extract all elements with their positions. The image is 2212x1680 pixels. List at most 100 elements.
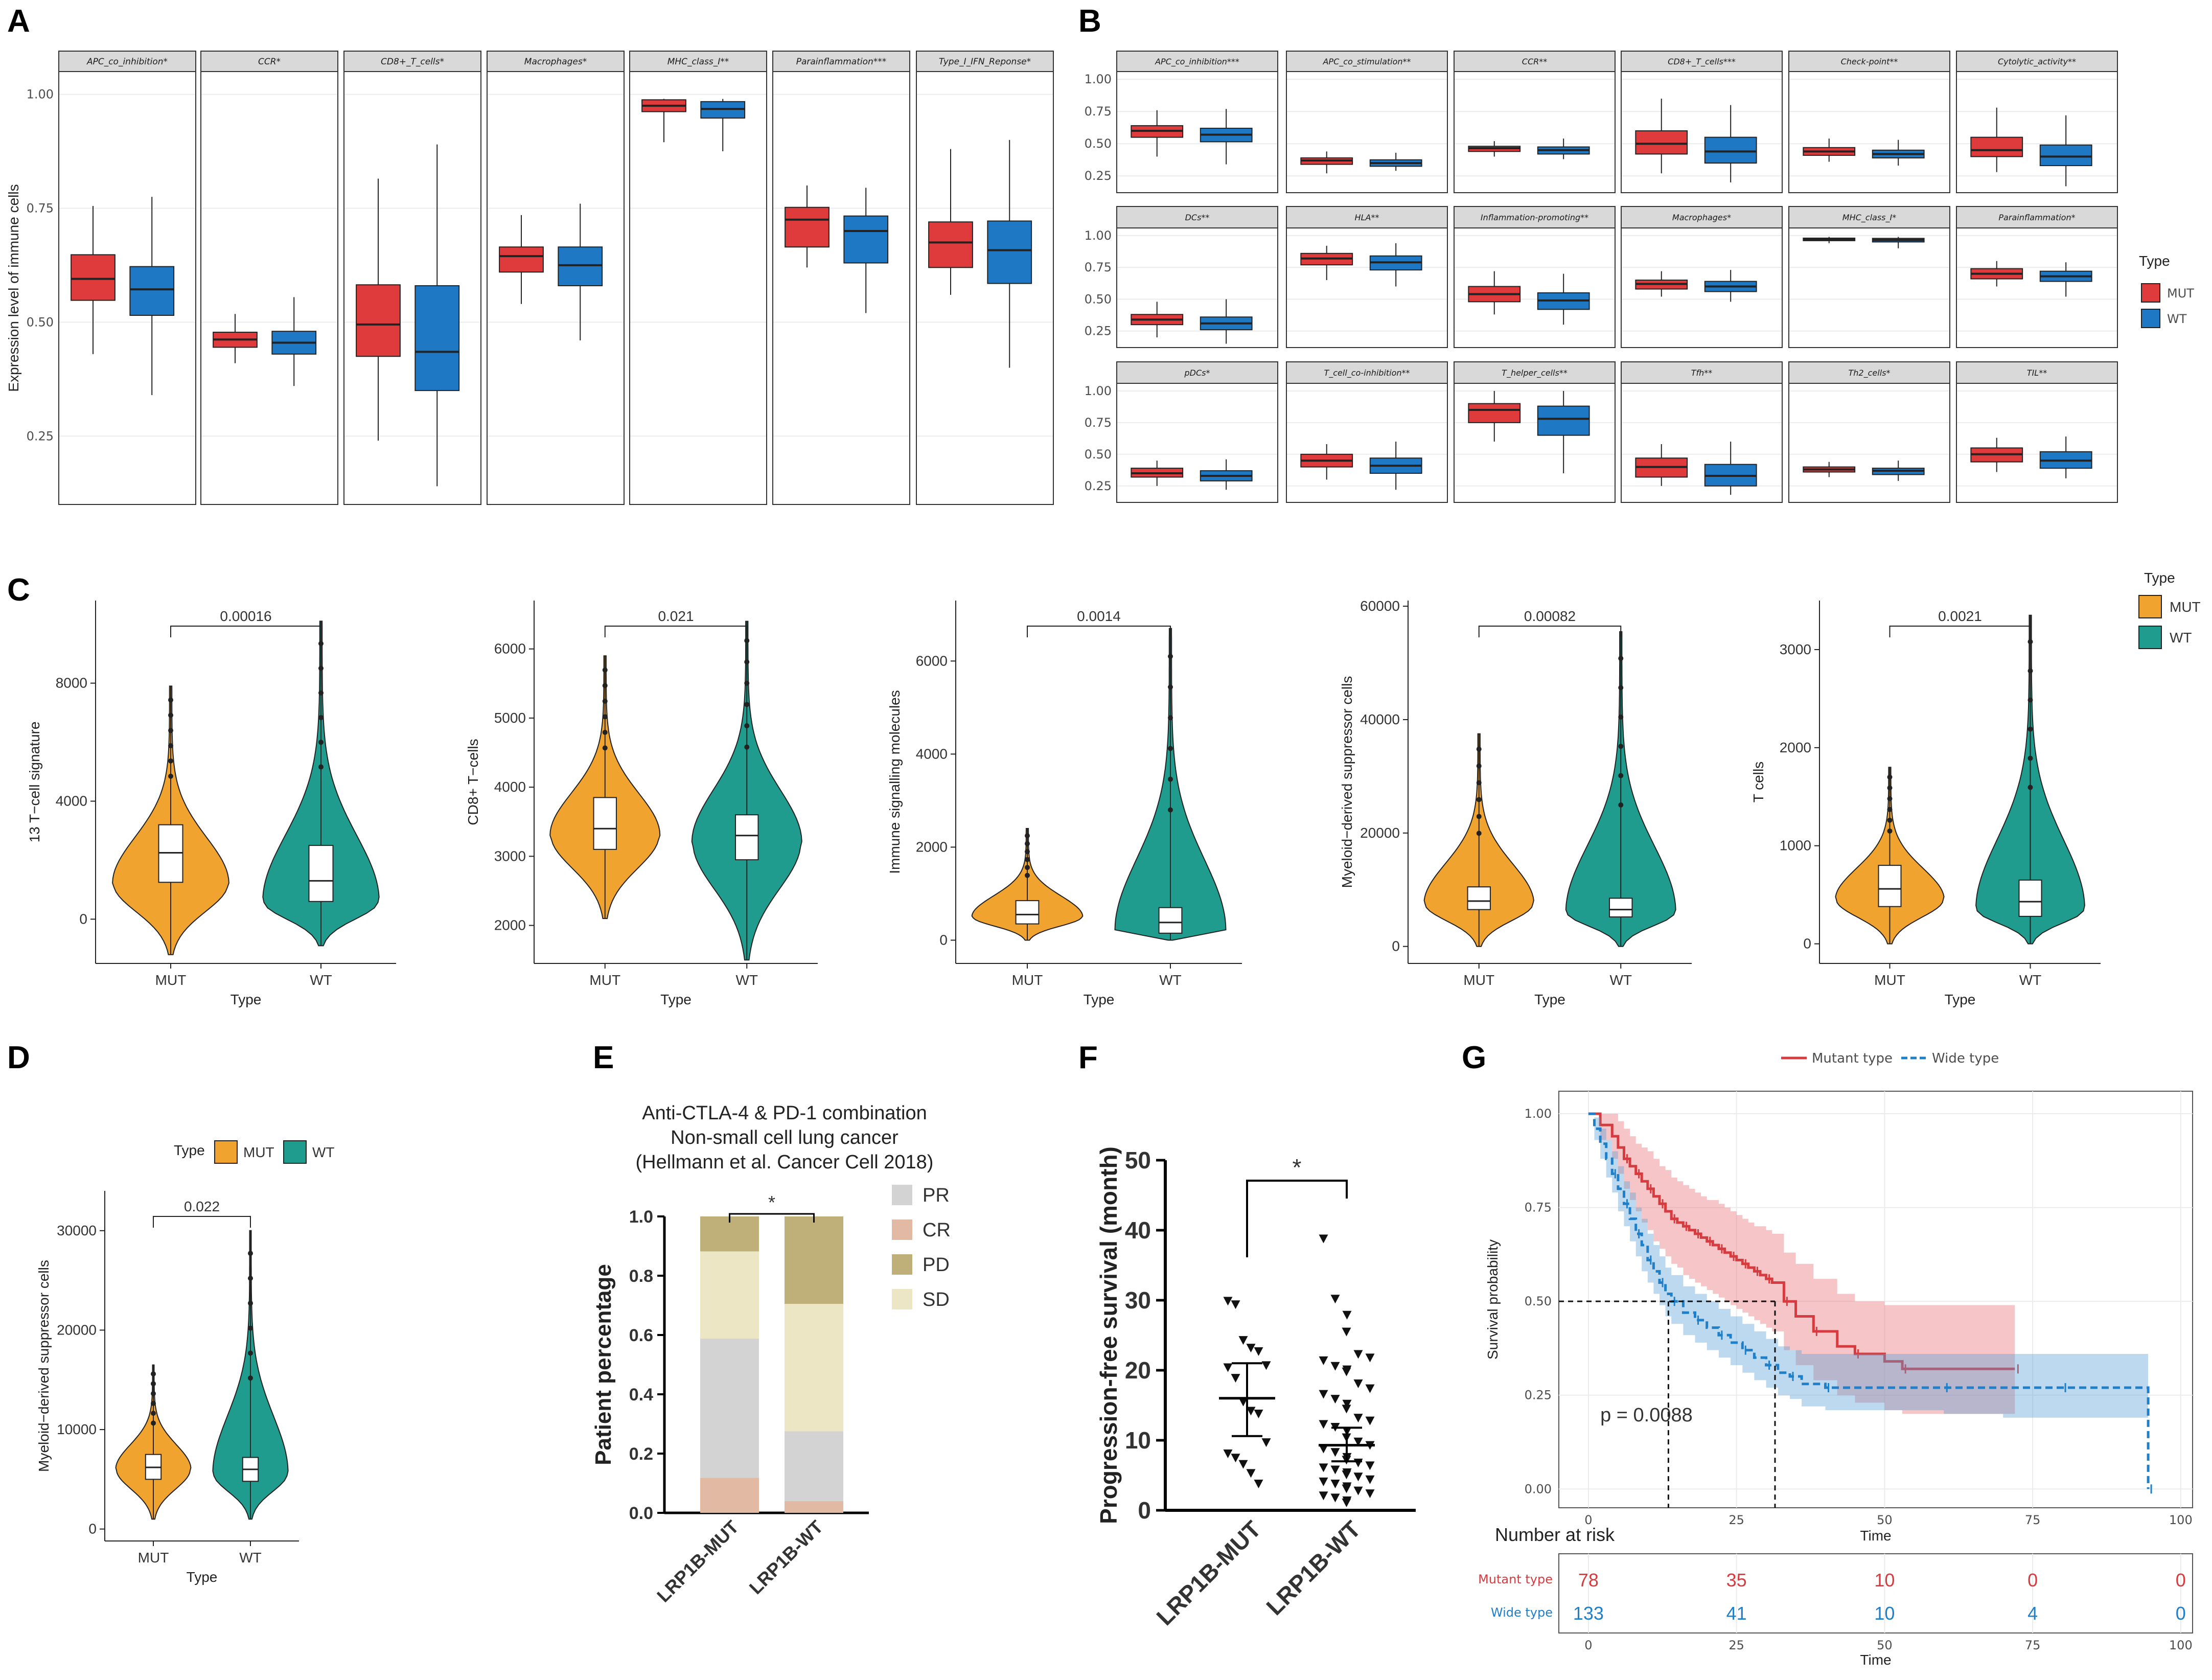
facet-label: APC_co_stimulation** — [1322, 57, 1411, 67]
wt-violin — [1565, 631, 1676, 947]
mut-box — [1803, 237, 1856, 243]
significance-bracket — [729, 1213, 815, 1223]
mut-box — [785, 185, 830, 268]
wt-violin — [212, 1230, 289, 1520]
outlier-point — [1618, 685, 1624, 691]
facet-strip — [343, 51, 481, 72]
y-tick-label: 0.50 — [1525, 1294, 1552, 1308]
violin-plot: 0 4000 8000 MUT WT 0.00016 Type 13 T−cell signa… — [27, 601, 396, 1007]
box — [1015, 900, 1040, 925]
box — [1467, 886, 1491, 910]
mut-box — [1635, 98, 1688, 174]
outlier-point — [1025, 865, 1030, 870]
y-axis-title: T cells — [1750, 762, 1766, 802]
facet-label: pDCs* — [1184, 368, 1210, 378]
y-tick-label: 0.25 — [1085, 169, 1112, 183]
outlier-point — [1476, 814, 1482, 819]
outlier-point — [744, 744, 750, 750]
x-tick-label: 0 — [1584, 1513, 1592, 1527]
x-tick-label: WT — [1159, 972, 1182, 988]
outlier-point — [744, 723, 750, 729]
outlier-point — [168, 758, 173, 764]
outlier-point — [318, 690, 324, 696]
box — [928, 221, 973, 268]
x-tick-label: 25 — [1729, 1513, 1744, 1527]
y-tick-label: 0.75 — [1085, 416, 1112, 430]
p-value-label: 0.022 — [184, 1199, 220, 1214]
outlier-point — [1887, 817, 1893, 823]
legend-label: MUT — [2167, 286, 2194, 301]
outlier-point — [1168, 746, 1173, 751]
y-axis-title: Survival probability — [1485, 1239, 1501, 1360]
y-tick-label: 0.50 — [1085, 136, 1112, 151]
legend-key — [2138, 626, 2162, 649]
wt-box — [1200, 299, 1253, 344]
data-point — [1319, 1234, 1328, 1244]
y-tick-label: 30000 — [57, 1223, 97, 1238]
facet-strip — [1621, 51, 1783, 72]
mut-box — [1300, 444, 1353, 480]
facet-label: Type_I_IFN_Reponse* — [939, 57, 1031, 67]
panel-label-f: F — [1078, 1040, 1098, 1075]
risk-value: 0 — [2176, 1603, 2186, 1624]
data-point — [1353, 1414, 1363, 1423]
facet-strip — [1454, 361, 1616, 384]
data-point — [1319, 1463, 1328, 1472]
facet-panel — [200, 71, 338, 505]
wt-box — [1704, 442, 1757, 495]
violin-plot: 0 2000 4000 6000 MUT WT 0.0014 Type Immune signa… — [887, 601, 1242, 1007]
y-tick-label: 20000 — [1360, 825, 1400, 841]
y-tick-label: 1000 — [1780, 838, 1811, 854]
facet-strip — [1116, 51, 1278, 72]
legend-title: Type — [2139, 253, 2170, 269]
y-tick-label: 1.00 — [1085, 228, 1112, 243]
y-tick-label: 4000 — [494, 779, 526, 795]
y-axis-title: Myeloid−derived suppressor cells — [1339, 676, 1355, 888]
x-tick-label: WT — [1609, 972, 1632, 988]
legend-key — [892, 1185, 912, 1205]
y-tick-label: 0 — [939, 932, 948, 948]
box — [785, 206, 830, 248]
facet-label: CD8+_T_cells* — [381, 57, 444, 67]
wt-box — [1872, 140, 1925, 166]
chart-title-line: (Hellmann et al. Cancer Cell 2018) — [636, 1152, 934, 1173]
outlier-point — [602, 729, 608, 735]
facet-panel — [629, 71, 767, 505]
outlier-point — [248, 1350, 253, 1356]
y-tick-label: 20000 — [57, 1322, 97, 1338]
x-axis-title: Time — [1860, 1528, 1891, 1544]
panel-a-boxplots: APC_co_inhibition* 0.25 0.50 0.75 1.00 CCR* CD… — [6, 51, 1054, 505]
outlier-point — [1025, 872, 1030, 878]
data-point — [1330, 1465, 1340, 1475]
wt-box — [1369, 243, 1422, 287]
mut-violin — [112, 685, 229, 955]
data-point — [1246, 1344, 1256, 1353]
wt-box — [414, 144, 460, 487]
y-tick-label: 0.50 — [1085, 292, 1112, 306]
y-tick-label: 0.4 — [629, 1385, 653, 1405]
risk-row-label: Wide type — [1491, 1605, 1553, 1620]
facet-strip — [1788, 206, 1950, 228]
outlier-point — [1168, 776, 1173, 782]
x-tick-label: MUT — [1012, 972, 1043, 988]
y-tick-label: 0.25 — [1525, 1388, 1552, 1402]
data-point — [1319, 1390, 1328, 1399]
significance-bracket — [604, 626, 748, 637]
y-tick-label: 50 — [1125, 1147, 1151, 1173]
outlier-point — [602, 714, 608, 720]
x-tick-label: 25 — [1729, 1638, 1744, 1652]
facet-strip — [1956, 361, 2118, 384]
data-point — [1330, 1479, 1340, 1488]
legend-key — [2138, 595, 2162, 618]
outlier-point — [151, 1411, 156, 1416]
wt-box — [1537, 273, 1590, 325]
facet-label: T_helper_cells** — [1502, 368, 1568, 378]
data-point — [1330, 1395, 1340, 1404]
outlier-point — [602, 683, 608, 688]
data-point — [1246, 1407, 1256, 1416]
facet-panel — [916, 71, 1054, 505]
outlier-point — [318, 740, 324, 745]
y-tick-label: 0.75 — [27, 201, 54, 215]
mut-violin — [115, 1364, 192, 1520]
